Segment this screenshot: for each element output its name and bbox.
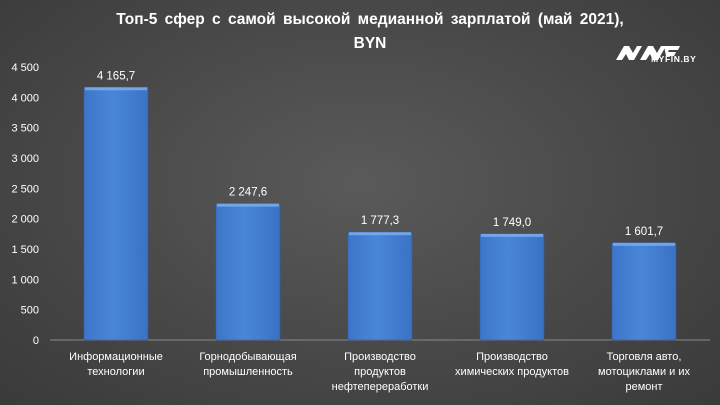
- category-label: Производство продуктов нефтепереработки: [332, 351, 429, 393]
- data-label: 1 749,0: [493, 217, 531, 229]
- category-label-line: технологии: [87, 366, 144, 378]
- data-label: 2 247,6: [229, 187, 267, 199]
- category-label-line: ремонт: [625, 381, 662, 393]
- logo-text: MYFIN.BY: [651, 54, 697, 64]
- category-label-line: химических продуктов: [455, 366, 569, 378]
- bar: [83, 86, 149, 341]
- y-tick-label: 4 500: [11, 62, 39, 74]
- data-label: 1 777,3: [361, 215, 399, 227]
- bar-highlight: [349, 232, 411, 236]
- bar-highlight: [613, 242, 675, 246]
- category-label-line: мотоциклами и их: [598, 366, 690, 378]
- y-tick-label: 0: [33, 335, 39, 347]
- y-tick-label: 1 500: [11, 244, 39, 256]
- y-tick-label: 4 000: [11, 92, 39, 104]
- data-label: 1 601,7: [625, 226, 663, 238]
- category-label-line: Информационные: [69, 351, 163, 363]
- category-label-line: Торговля авто,: [607, 351, 682, 363]
- bar: [479, 233, 545, 341]
- category-label-line: продуктов: [354, 366, 406, 378]
- y-tick-label: 2 000: [11, 214, 39, 226]
- bar-highlight: [481, 233, 543, 237]
- y-tick-label: 3 500: [11, 123, 39, 135]
- bar-highlight: [217, 203, 279, 207]
- bar-highlight: [85, 87, 147, 91]
- category-label: Горнодобывающая промышленность: [199, 351, 296, 378]
- myfin-logo-icon: [616, 46, 680, 60]
- y-tick-label: 1 000: [11, 274, 39, 286]
- chart-title-line: Топ-5 сфер с самой высокой медианной зар…: [116, 11, 624, 28]
- category-label: Информационные технологии: [69, 351, 163, 378]
- category-label-line: промышленность: [203, 366, 293, 378]
- category-label-line: нефтепереработки: [332, 381, 429, 393]
- chart-subtitle: BYN: [353, 35, 387, 52]
- category-label: Торговля авто, мотоциклами и их ремонт: [598, 351, 690, 393]
- bar: [347, 231, 413, 341]
- category-label-line: Производство: [476, 351, 548, 363]
- bar: [611, 242, 677, 341]
- category-label-line: Горнодобывающая: [199, 351, 296, 363]
- data-label: 4 165,7: [97, 70, 135, 82]
- bar: [215, 203, 281, 341]
- y-tick-label: 500: [21, 305, 39, 317]
- y-tick-label: 2 500: [11, 183, 39, 195]
- y-tick-label: 3 000: [11, 153, 39, 165]
- chart-title: Топ-5 сфер с самой высокой медианной зар…: [40, 8, 700, 56]
- category-label-line: Производство: [344, 351, 416, 363]
- category-label: Производство химических продуктов: [455, 351, 569, 378]
